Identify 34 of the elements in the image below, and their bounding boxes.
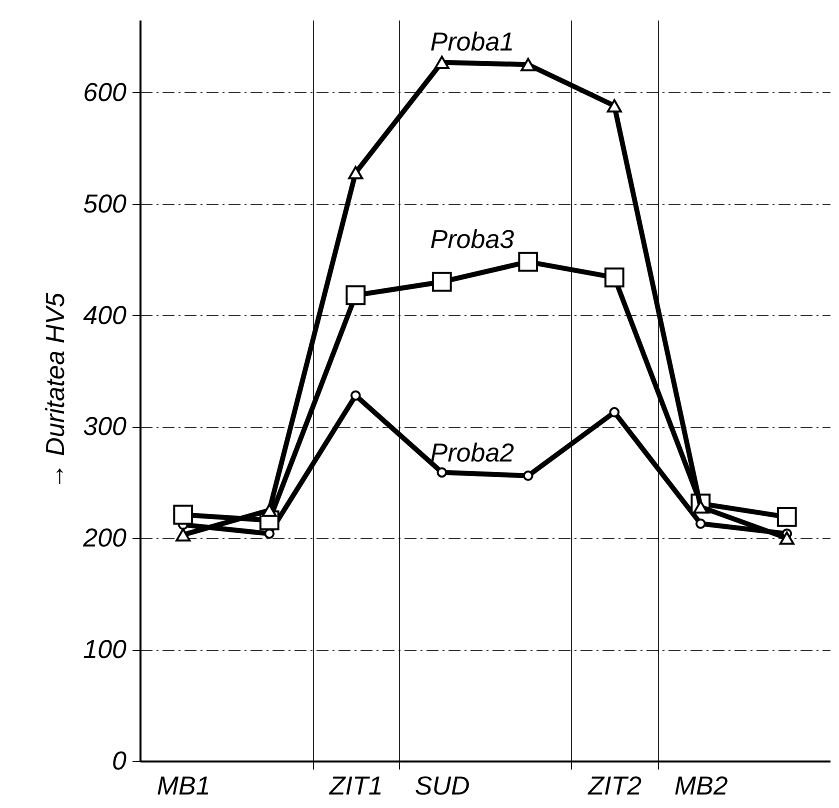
- point: [434, 56, 450, 69]
- point: [176, 528, 191, 542]
- point: [522, 470, 534, 481]
- point: [609, 407, 620, 418]
- series-label: Proba3: [430, 224, 515, 254]
- point: [606, 99, 622, 112]
- point: [173, 504, 194, 525]
- y-tick-label: 200: [82, 522, 128, 553]
- point: [518, 252, 538, 272]
- x-tick-label: MB1: [156, 770, 210, 800]
- y-tick-label: 600: [83, 76, 128, 107]
- point: [432, 272, 452, 292]
- y-tick-label: 0: [112, 746, 128, 776]
- x-tick-label: MB2: [674, 770, 728, 800]
- x-tick-label: ZIT1: [328, 770, 383, 800]
- y-tick-label: 400: [83, 300, 128, 330]
- x-tick-label: ZIT2: [587, 770, 642, 800]
- point: [262, 504, 277, 517]
- point: [520, 58, 536, 72]
- series-label: Proba2: [430, 438, 515, 468]
- y-tick-label: 500: [83, 188, 128, 218]
- x-tick-label: SUD: [414, 770, 470, 800]
- y-tick-label: 300: [83, 411, 128, 442]
- point: [436, 467, 448, 478]
- y-axis-title: → Duritatea HV5: [40, 292, 70, 490]
- point: [776, 507, 797, 527]
- series-label: Proba1: [430, 26, 514, 57]
- point: [346, 285, 366, 306]
- point: [348, 166, 364, 180]
- y-tick-label: 100: [83, 634, 128, 664]
- point: [604, 267, 624, 288]
- point: [695, 518, 706, 529]
- point: [350, 390, 361, 401]
- point: [779, 531, 794, 545]
